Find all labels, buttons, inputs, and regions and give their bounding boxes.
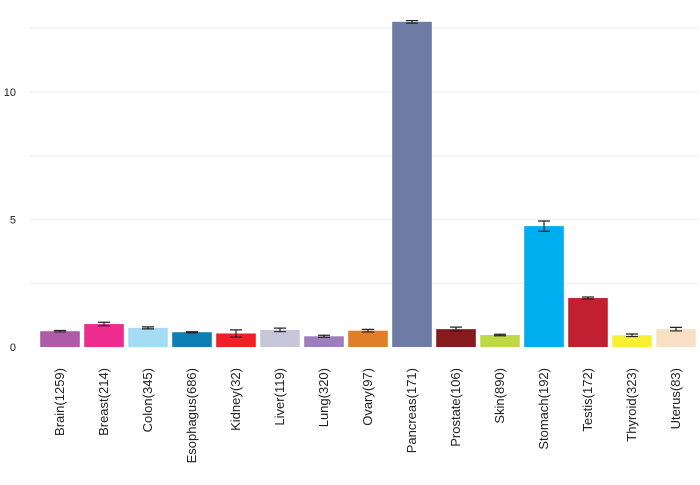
error-bar <box>98 321 110 327</box>
bar <box>436 329 476 347</box>
x-category-label: Brain(1259) <box>52 368 67 436</box>
error-bar <box>318 334 330 338</box>
error-bar <box>626 333 638 338</box>
x-category-label: Pancreas(171) <box>404 368 419 453</box>
error-bar <box>362 328 374 333</box>
error-bar <box>230 329 242 338</box>
bar <box>128 327 168 347</box>
gridlines <box>30 27 698 284</box>
bar <box>40 331 80 347</box>
error-bar <box>142 326 154 330</box>
x-category-label: Prostate(106) <box>448 368 463 447</box>
y-tick-label: 0 <box>10 342 16 354</box>
bar <box>612 335 652 347</box>
error-bar <box>582 296 594 300</box>
error-bars <box>54 19 682 338</box>
bar <box>392 21 432 347</box>
error-bar <box>450 326 462 332</box>
y-tick-label: 10 <box>4 87 16 99</box>
error-bar <box>406 19 418 24</box>
x-category-label: Breast(214) <box>96 368 111 436</box>
error-bar <box>538 220 550 232</box>
x-category-label: Lung(320) <box>316 368 331 427</box>
x-axis-category-labels: Brain(1259) Breast(214) Colon(345) Esophagu… <box>52 368 683 463</box>
bar <box>568 298 608 347</box>
error-bar <box>494 333 506 337</box>
error-bar <box>274 327 286 333</box>
bar <box>84 324 124 347</box>
x-category-label: Liver(119) <box>272 368 287 426</box>
bar <box>480 335 520 347</box>
x-category-label: Stomach(192) <box>536 368 551 450</box>
bar <box>656 329 696 347</box>
y-axis-tick-labels: 0 5 10 <box>4 87 16 354</box>
error-bar <box>186 331 198 334</box>
x-category-label: Thyroid(323) <box>624 368 639 442</box>
x-category-label: Ovary(97) <box>360 368 375 426</box>
x-category-label: Colon(345) <box>140 368 155 432</box>
bar <box>216 333 256 347</box>
y-tick-label: 5 <box>10 214 16 226</box>
x-category-label: Uterus(83) <box>668 368 683 429</box>
x-category-label: Kidney(32) <box>228 368 243 431</box>
error-bar <box>670 326 682 332</box>
bar <box>304 336 344 347</box>
error-bar <box>54 329 66 333</box>
bars <box>40 21 696 347</box>
bar <box>172 332 212 347</box>
bar <box>348 330 388 347</box>
bar <box>260 329 300 347</box>
x-category-label: Testis(172) <box>580 368 595 432</box>
x-category-label: Esophagus(686) <box>184 368 199 463</box>
x-category-label: Skin(890) <box>492 368 507 424</box>
bar <box>524 226 564 347</box>
